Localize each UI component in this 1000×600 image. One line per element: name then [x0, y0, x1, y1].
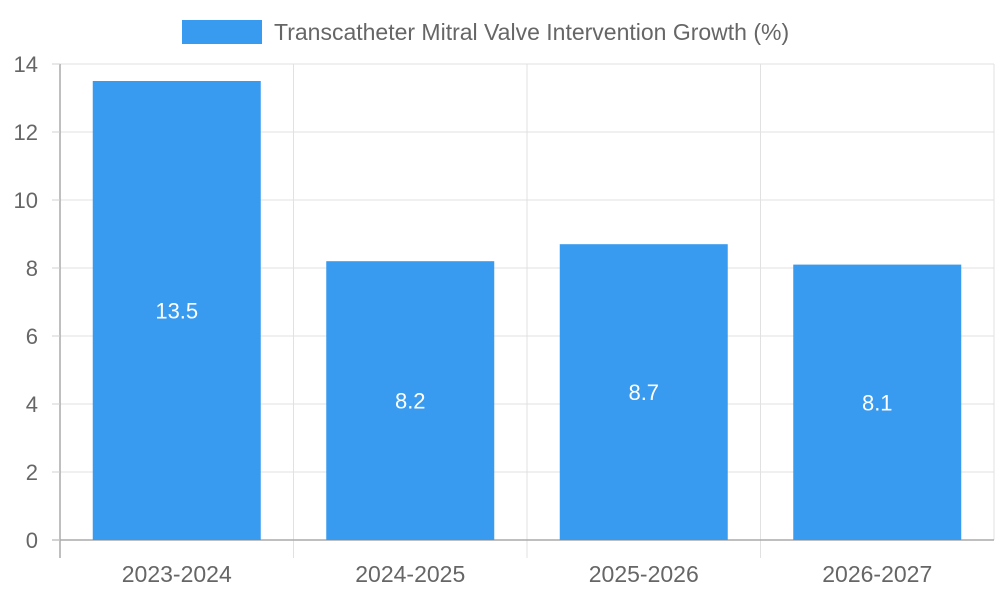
x-tick-label: 2026-2027 — [822, 561, 932, 587]
bar-value-label: 8.1 — [862, 390, 893, 415]
y-tick-label: 6 — [26, 324, 38, 349]
y-tick-label: 4 — [26, 392, 38, 417]
x-tick-label: 2025-2026 — [589, 561, 699, 587]
x-tick-label: 2023-2024 — [122, 561, 232, 587]
legend-swatch — [182, 20, 262, 44]
bar[interactable] — [793, 264, 962, 540]
y-tick-label: 10 — [14, 188, 38, 213]
y-tick-label: 8 — [26, 256, 38, 281]
bar[interactable] — [326, 261, 495, 540]
bar[interactable] — [92, 81, 261, 540]
bar-value-label: 8.2 — [395, 389, 426, 414]
y-tick-label: 12 — [14, 120, 38, 145]
bars: 13.5 8.2 8.7 8.1 — [92, 81, 962, 540]
x-tick-label: 2024-2025 — [355, 561, 465, 587]
bar-value-label: 13.5 — [155, 299, 198, 324]
legend-label: Transcatheter Mitral Valve Intervention … — [274, 19, 789, 45]
y-tick-label: 0 — [26, 528, 38, 553]
y-axis-ticks: 0 2 4 6 8 10 12 14 — [14, 52, 60, 553]
bar-value-label: 8.7 — [628, 380, 659, 405]
x-axis-labels: 2023-2024 2024-2025 2025-2026 2026-2027 — [122, 561, 933, 587]
legend[interactable]: Transcatheter Mitral Valve Intervention … — [182, 19, 789, 45]
bar[interactable] — [559, 244, 728, 540]
y-tick-label: 14 — [14, 52, 38, 77]
y-tick-label: 2 — [26, 460, 38, 485]
